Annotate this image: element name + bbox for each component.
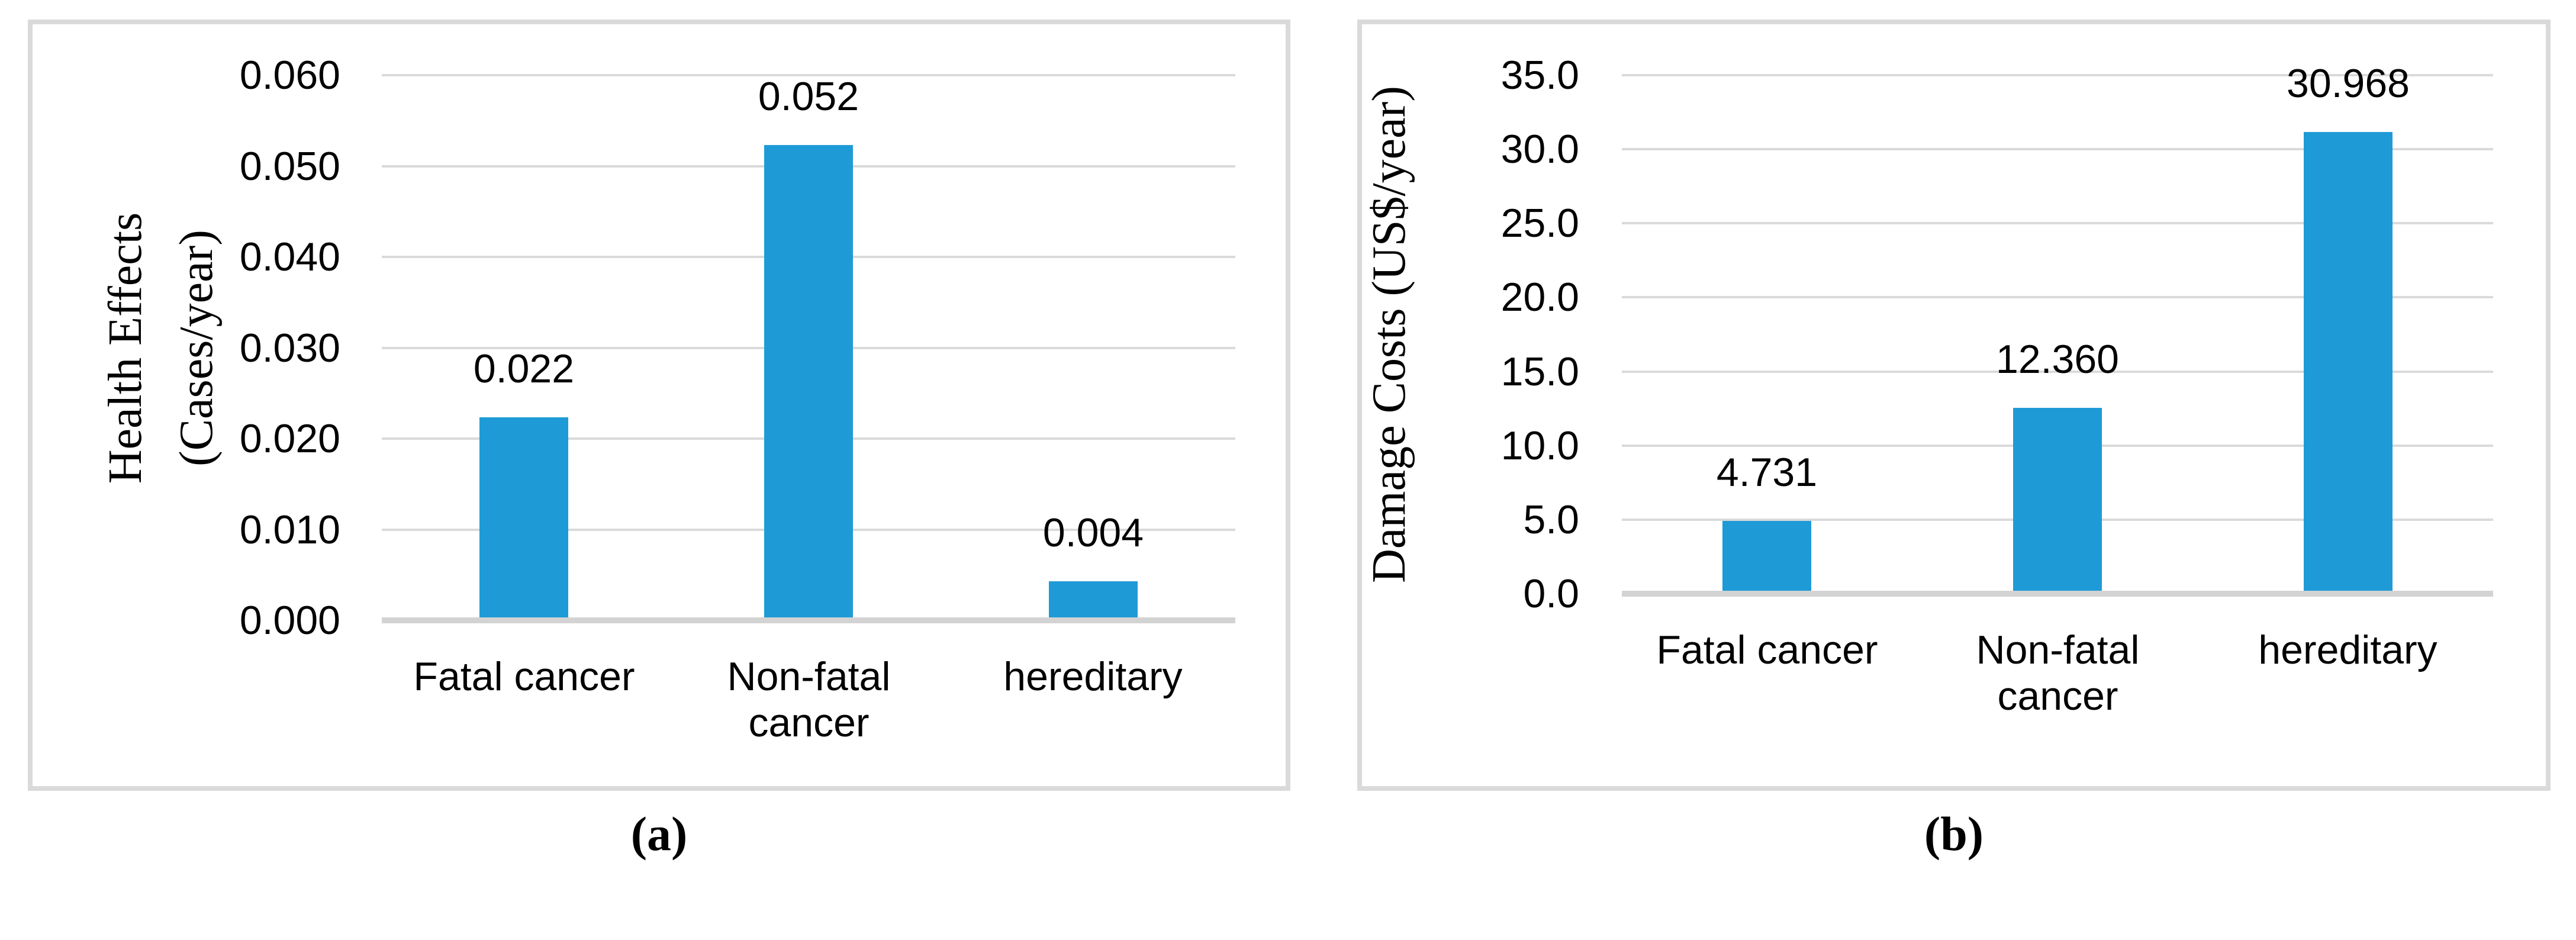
y-axis-tick-label: 0.050 — [239, 143, 340, 189]
bar-value-label: 0.004 — [1042, 510, 1144, 555]
y-axis-tick-label: 20.0 — [1500, 275, 1579, 320]
y-axis-title: Health Effects (Cases/year) — [99, 212, 223, 484]
bar-chart-health-effects: 0.060 0.050 0.040 0.030 0.020 0.010 0.000 0.022… — [33, 24, 1286, 786]
gridline — [1622, 370, 2493, 373]
y-axis-tick-label: 0.010 — [239, 507, 340, 552]
category-label: cancer — [748, 700, 870, 745]
gridline — [382, 74, 1235, 76]
bar-chart-damage-costs: 35.0 30.0 25.0 20.0 15.0 10.0 5.0 0.0 4.731 Fatal… — [1362, 24, 2546, 786]
bar-value-label: 30.968 — [2287, 61, 2410, 106]
gridline — [1622, 74, 2493, 76]
y-axis-tick-label: 30.0 — [1500, 127, 1579, 172]
bar — [2013, 408, 2102, 591]
category-label: Non-fatal — [727, 654, 891, 699]
gridline — [1622, 296, 2493, 299]
gridline — [1622, 222, 2493, 225]
category-label: Fatal cancer — [413, 654, 635, 699]
bar — [1722, 521, 1811, 591]
chart-panel-a: 0.060 0.050 0.040 0.030 0.020 0.010 0.000 0.022… — [28, 20, 1290, 791]
category-label: cancer — [1997, 674, 2118, 719]
y-axis-tick-label: 0.000 — [239, 598, 340, 643]
y-axis-tick-label: 0.060 — [239, 53, 340, 98]
category-label: Fatal cancer — [1656, 627, 1878, 672]
y-axis-tick-label: 0.030 — [239, 325, 340, 371]
y-axis-tick-label: 10.0 — [1500, 423, 1579, 468]
category-label: hereditary — [1003, 654, 1183, 699]
bar-value-label: 12.360 — [1996, 337, 2119, 382]
bar-value-label: 0.052 — [758, 74, 859, 119]
x-axis-line — [382, 617, 1235, 623]
bar-value-label: 0.022 — [473, 346, 575, 391]
y-axis-tick-label: 25.0 — [1500, 201, 1579, 246]
category-label: hereditary — [2258, 627, 2437, 672]
bar-value-label: 4.731 — [1716, 450, 1818, 495]
bar — [2304, 132, 2393, 591]
y-axis-tick-label: 0.020 — [239, 416, 340, 461]
y-axis-tick-label: 15.0 — [1500, 349, 1579, 394]
bar — [479, 417, 568, 617]
bar — [764, 145, 853, 617]
subfigure-caption-a: (a) — [630, 807, 688, 861]
bar — [1049, 581, 1138, 617]
y-axis-tick-label: 5.0 — [1523, 497, 1579, 542]
gridline — [1622, 148, 2493, 151]
category-label: Non-fatal — [1976, 627, 2140, 672]
chart-panel-b: 35.0 30.0 25.0 20.0 15.0 10.0 5.0 0.0 4.731 Fatal… — [1357, 20, 2551, 791]
y-axis-title: Damage Costs (US$/year) — [1363, 86, 1415, 583]
x-axis-line — [1622, 591, 2493, 597]
y-axis-tick-label: 35.0 — [1500, 53, 1579, 98]
y-axis-tick-label: 0.040 — [239, 234, 340, 279]
y-axis-tick-label: 0.0 — [1523, 571, 1579, 616]
subfigure-caption-b: (b) — [1924, 807, 1984, 861]
